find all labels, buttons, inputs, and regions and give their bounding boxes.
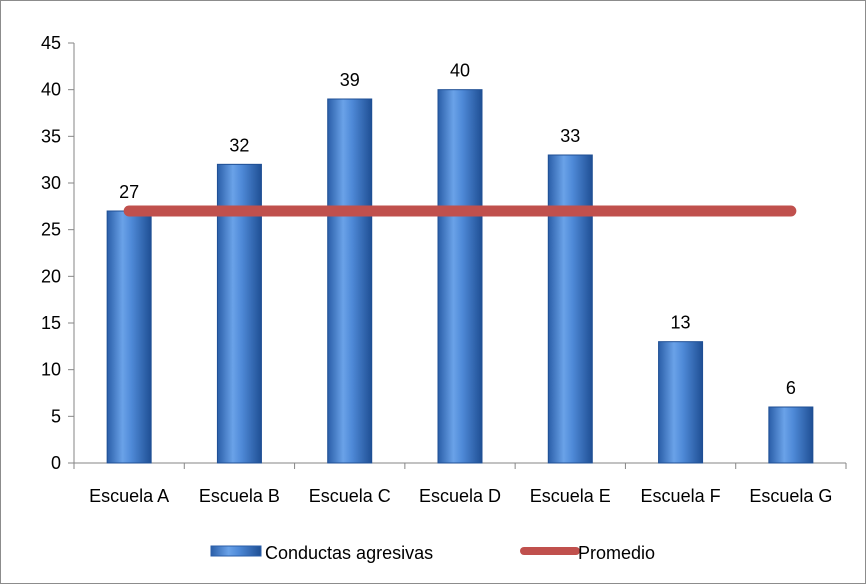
- y-tick-label: 20: [41, 266, 61, 286]
- bar: [106, 210, 152, 464]
- x-tick-label: Escuela F: [641, 486, 721, 506]
- x-tick-label: Escuela G: [749, 486, 832, 506]
- bar: [327, 98, 373, 464]
- bar: [658, 341, 704, 464]
- bar-data-label: 32: [229, 135, 249, 155]
- bars-layer: [106, 89, 814, 464]
- x-tick-label: Escuela E: [530, 486, 611, 506]
- legend: Conductas agresivas Promedio: [210, 543, 655, 563]
- bar-data-label: 40: [450, 61, 470, 81]
- labels-layer: Escuela A Escuela B Escuela C Escuela D Escu…: [89, 61, 832, 506]
- y-tick-label: 15: [41, 313, 61, 333]
- bar-data-label: 27: [119, 182, 139, 202]
- y-tick-label: 10: [41, 360, 61, 380]
- x-tick-label: Escuela D: [419, 486, 501, 506]
- legend-series-bars: Conductas agresivas: [265, 543, 433, 563]
- y-tick-label: 35: [41, 126, 61, 146]
- y-tick-label: 0: [51, 453, 61, 473]
- y-tick-label: 45: [41, 33, 61, 53]
- bar: [437, 89, 483, 464]
- bar: [768, 406, 814, 464]
- y-tick-label: 25: [41, 220, 61, 240]
- bar-data-label: 33: [560, 126, 580, 146]
- x-tick-label: Escuela A: [89, 486, 169, 506]
- bar: [547, 154, 593, 464]
- y-tick-label: 40: [41, 80, 61, 100]
- axes: 0 5 10 15 20 25 30 35 40 45: [41, 33, 847, 473]
- legend-bar-swatch: [210, 545, 262, 557]
- bar-data-label: 13: [671, 313, 691, 333]
- x-tick-label: Escuela B: [199, 486, 280, 506]
- x-tick-label: Escuela C: [309, 486, 391, 506]
- y-tick-label: 5: [51, 406, 61, 426]
- bar-data-label: 39: [340, 70, 360, 90]
- bar-data-label: 6: [786, 378, 796, 398]
- y-tick-label: 30: [41, 173, 61, 193]
- legend-series-average: Promedio: [578, 543, 655, 563]
